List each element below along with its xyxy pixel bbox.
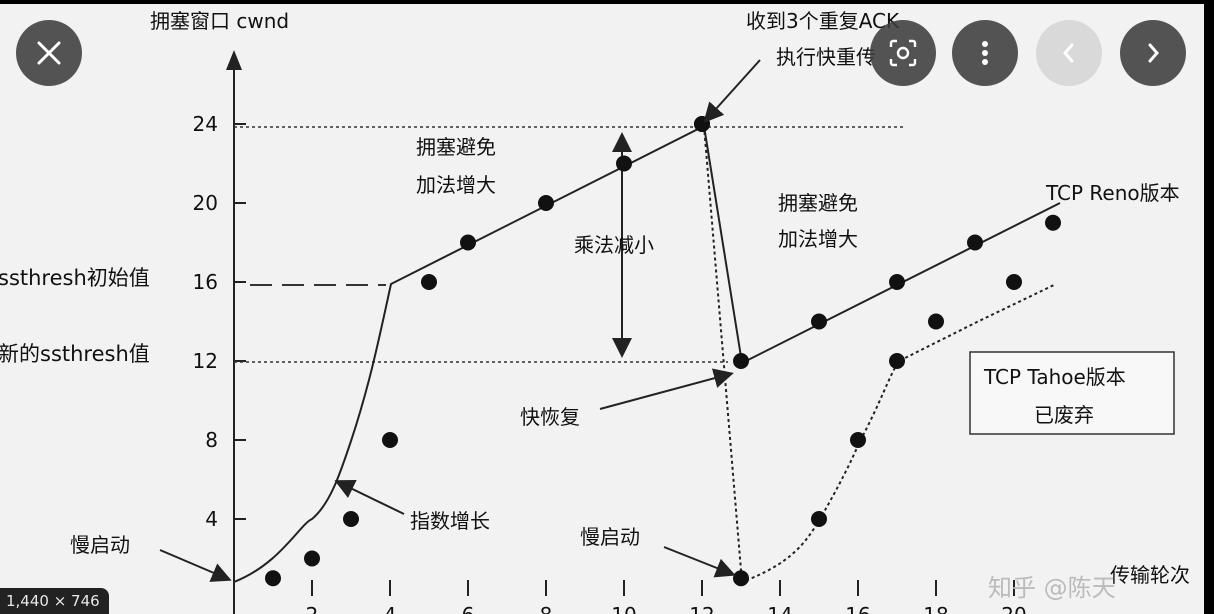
reno-data-point	[616, 155, 632, 172]
reno-data-point	[460, 234, 476, 251]
lens-button[interactable]	[870, 20, 936, 86]
tahoe-data-point	[733, 570, 749, 587]
x-tick-label: 6	[462, 603, 475, 614]
reno-data-point	[343, 511, 359, 527]
exp-growth-arrow	[334, 479, 405, 515]
y-tick-label: 20	[193, 191, 218, 215]
y-tick-label: 12	[193, 349, 218, 373]
tahoe-box	[969, 351, 1175, 435]
reno-data-point	[265, 570, 281, 587]
avoid1-line1: 拥塞避免	[416, 135, 496, 159]
chevron-right-icon	[1148, 43, 1159, 63]
next-button[interactable]	[1120, 20, 1186, 86]
reno-data-point	[538, 195, 554, 211]
reno-data-point	[382, 432, 398, 448]
y-axis-arrowhead	[226, 50, 242, 70]
ack-arrow	[703, 59, 761, 123]
y-tick-label: 16	[193, 270, 218, 294]
tahoe-data-point	[850, 432, 866, 448]
x-tick-label: 20	[1001, 603, 1026, 614]
ack-annotation-line2: 执行快重传	[776, 45, 876, 69]
fast-recovery-arrow	[599, 368, 734, 410]
new-ssthresh-label: 新的ssthresh值	[0, 342, 150, 366]
exp-growth-label: 指数增长	[410, 509, 490, 533]
dimensions-badge: 1,440 × 746	[0, 588, 109, 614]
tahoe-data-point	[811, 511, 827, 527]
reno-data-point	[1045, 214, 1061, 231]
tahoe-line2: 已废弃	[1034, 403, 1094, 427]
close-button[interactable]	[16, 20, 82, 86]
ack-annotation-line1: 收到3个重复ACK	[746, 9, 900, 33]
close-icon	[37, 41, 61, 65]
reno-curve	[233, 124, 1061, 583]
x-tick-label: 14	[767, 603, 792, 614]
ssthresh-init-label: ssthresh初始值	[0, 266, 150, 290]
avoid2-line2: 加法增大	[778, 227, 858, 251]
avoid2-line1: 拥塞避免	[778, 191, 858, 215]
slow-start-1-arrow	[159, 549, 232, 582]
tahoe-data-point	[889, 353, 905, 369]
lens-icon	[889, 39, 917, 67]
chevron-left-icon	[1063, 43, 1074, 63]
reno-data-point	[421, 274, 437, 290]
tahoe-data-point	[928, 313, 944, 330]
avoid1-line2: 加法增大	[416, 173, 496, 197]
x-tick-label: 12	[689, 603, 714, 614]
x-tick-label: 8	[540, 603, 553, 614]
x-tick-label: 16	[845, 603, 870, 614]
tahoe-data-point	[1006, 274, 1022, 290]
reno-label: TCP Reno版本	[1045, 181, 1180, 205]
watermark: 知乎 @陈天	[988, 574, 1116, 602]
mult-decrease-label: 乘法减小	[574, 233, 654, 257]
tahoe-line1: TCP Tahoe版本	[983, 365, 1126, 389]
fast-recovery-label: 快恢复	[520, 405, 580, 429]
slow-start-2-label: 慢启动	[580, 525, 640, 549]
slow-start-2-arrow	[663, 546, 736, 578]
reno-data-point	[889, 274, 905, 290]
y-axis-title: 拥塞窗口 cwnd	[150, 9, 289, 33]
prev-button[interactable]	[1036, 20, 1102, 86]
x-axis-title: 传输轮次	[1110, 563, 1190, 587]
reno-data-point	[733, 353, 749, 369]
more-icon	[982, 41, 988, 65]
x-tick-label: 2	[306, 603, 319, 614]
x-tick-label: 10	[611, 603, 636, 614]
reno-data-point	[304, 550, 320, 567]
y-tick-label: 24	[193, 112, 218, 136]
x-tick-label: 18	[923, 603, 948, 614]
more-button[interactable]	[952, 20, 1018, 86]
x-tick-label: 4	[384, 603, 397, 614]
reno-data-point	[811, 313, 827, 330]
slow-start-1-label: 慢启动	[70, 533, 130, 557]
reno-data-point	[967, 234, 983, 251]
y-tick-label: 4	[205, 507, 218, 531]
y-tick-label: 8	[205, 428, 218, 452]
